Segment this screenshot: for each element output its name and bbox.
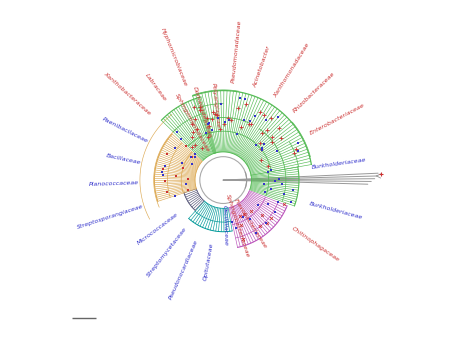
Text: Rhizobacteraceae: Rhizobacteraceae xyxy=(292,71,336,114)
Text: Labraceae: Labraceae xyxy=(144,73,168,102)
Text: Flavobacteriaceae: Flavobacteriaceae xyxy=(233,198,268,250)
Text: Opitutaceae: Opitutaceae xyxy=(203,242,215,281)
Text: Pseudonocardiaceae: Pseudonocardiaceae xyxy=(168,239,199,300)
Text: Streptomycetaceae: Streptomycetaceae xyxy=(146,226,188,278)
Text: Polyangiaceae: Polyangiaceae xyxy=(210,82,220,128)
Text: Domanadeaceae: Domanadeaceae xyxy=(192,85,212,138)
Text: Streptosporangiaceae: Streptosporangiaceae xyxy=(76,204,144,230)
Text: Enterobacteriaceae: Enterobacteriaceae xyxy=(309,103,365,136)
Text: Paenibacilaceae: Paenibacilaceae xyxy=(101,117,149,144)
Text: Hyphomicrobiaceae: Hyphomicrobiaceae xyxy=(159,27,188,87)
Text: Sphingomonadaceae: Sphingomonadaceae xyxy=(173,93,210,154)
Text: Oscillillaceae: Oscillillaceae xyxy=(221,204,228,246)
Text: Pseudomonadaceae: Pseudomonadaceae xyxy=(231,19,243,83)
Text: Chitinophagaceae: Chitinophagaceae xyxy=(291,226,340,263)
Text: Planococcaceae: Planococcaceae xyxy=(89,181,139,187)
Text: Xanthobacteraceae: Xanthobacteraceae xyxy=(103,71,152,116)
Text: Burkholderiaceae: Burkholderiaceae xyxy=(311,157,367,170)
Text: Sphingobacteriaceae: Sphingobacteriaceae xyxy=(225,193,251,258)
Text: Micrococcaceae: Micrococcaceae xyxy=(137,212,179,246)
Text: Xanthomonadaceae: Xanthomonadaceae xyxy=(273,42,311,98)
Text: Burkholderiaceae: Burkholderiaceae xyxy=(309,201,364,220)
Text: Bacillaceae: Bacillaceae xyxy=(105,153,141,165)
Text: Acinetobacter: Acinetobacter xyxy=(253,45,272,88)
